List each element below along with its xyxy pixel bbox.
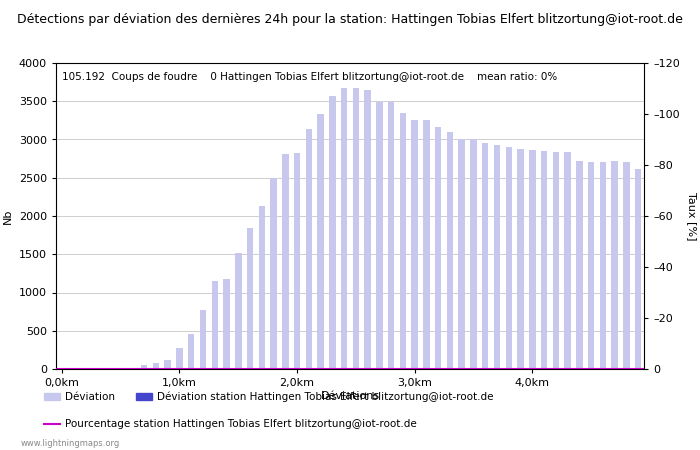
Bar: [317, 114, 324, 369]
Bar: [470, 140, 477, 369]
Y-axis label: Taux [%]: Taux [%]: [687, 192, 696, 240]
Bar: [376, 102, 383, 369]
Bar: [141, 365, 148, 369]
Text: www.lightningmaps.org: www.lightningmaps.org: [21, 439, 120, 448]
Bar: [223, 279, 230, 369]
Bar: [329, 96, 335, 369]
Bar: [211, 281, 218, 369]
Y-axis label: Nb: Nb: [4, 208, 13, 224]
Bar: [424, 120, 430, 369]
Bar: [270, 178, 276, 369]
Bar: [235, 253, 241, 369]
Bar: [82, 368, 89, 369]
Bar: [258, 206, 265, 369]
Bar: [199, 310, 206, 369]
Bar: [600, 162, 606, 369]
Bar: [106, 368, 112, 369]
Bar: [505, 147, 512, 369]
Bar: [365, 90, 371, 369]
Bar: [153, 363, 159, 369]
Bar: [435, 127, 442, 369]
Bar: [529, 150, 536, 369]
Bar: [576, 161, 582, 369]
Bar: [282, 154, 288, 369]
Bar: [400, 113, 406, 369]
Bar: [353, 88, 359, 369]
Bar: [306, 129, 312, 369]
Bar: [517, 149, 524, 369]
Bar: [188, 334, 195, 369]
Bar: [482, 143, 489, 369]
Bar: [176, 347, 183, 369]
Bar: [541, 151, 547, 369]
Bar: [94, 368, 100, 369]
Bar: [247, 228, 253, 369]
Bar: [164, 360, 171, 369]
Bar: [564, 152, 570, 369]
Bar: [635, 169, 641, 369]
Text: Détections par déviation des dernières 24h pour la station: Hattingen Tobias Elf: Détections par déviation des dernières 2…: [17, 14, 683, 27]
Bar: [458, 139, 465, 369]
Bar: [611, 161, 618, 369]
Legend: Déviation, Déviation station Hattingen Tobias Elfert blitzortung@iot-root.de: Déviation, Déviation station Hattingen T…: [40, 388, 498, 406]
Bar: [623, 162, 629, 369]
Bar: [447, 132, 453, 369]
Bar: [494, 145, 500, 369]
Bar: [118, 368, 124, 369]
Bar: [341, 88, 347, 369]
Bar: [412, 120, 418, 369]
X-axis label: Déviations: Déviations: [321, 391, 379, 401]
Legend: Pourcentage station Hattingen Tobias Elfert blitzortung@iot-root.de: Pourcentage station Hattingen Tobias Elf…: [40, 415, 421, 433]
Text: 105.192  Coups de foudre    0 Hattingen Tobias Elfert blitzortung@iot-root.de   : 105.192 Coups de foudre 0 Hattingen Tobi…: [62, 72, 557, 82]
Bar: [588, 162, 594, 369]
Bar: [552, 152, 559, 369]
Bar: [388, 102, 394, 369]
Bar: [294, 153, 300, 369]
